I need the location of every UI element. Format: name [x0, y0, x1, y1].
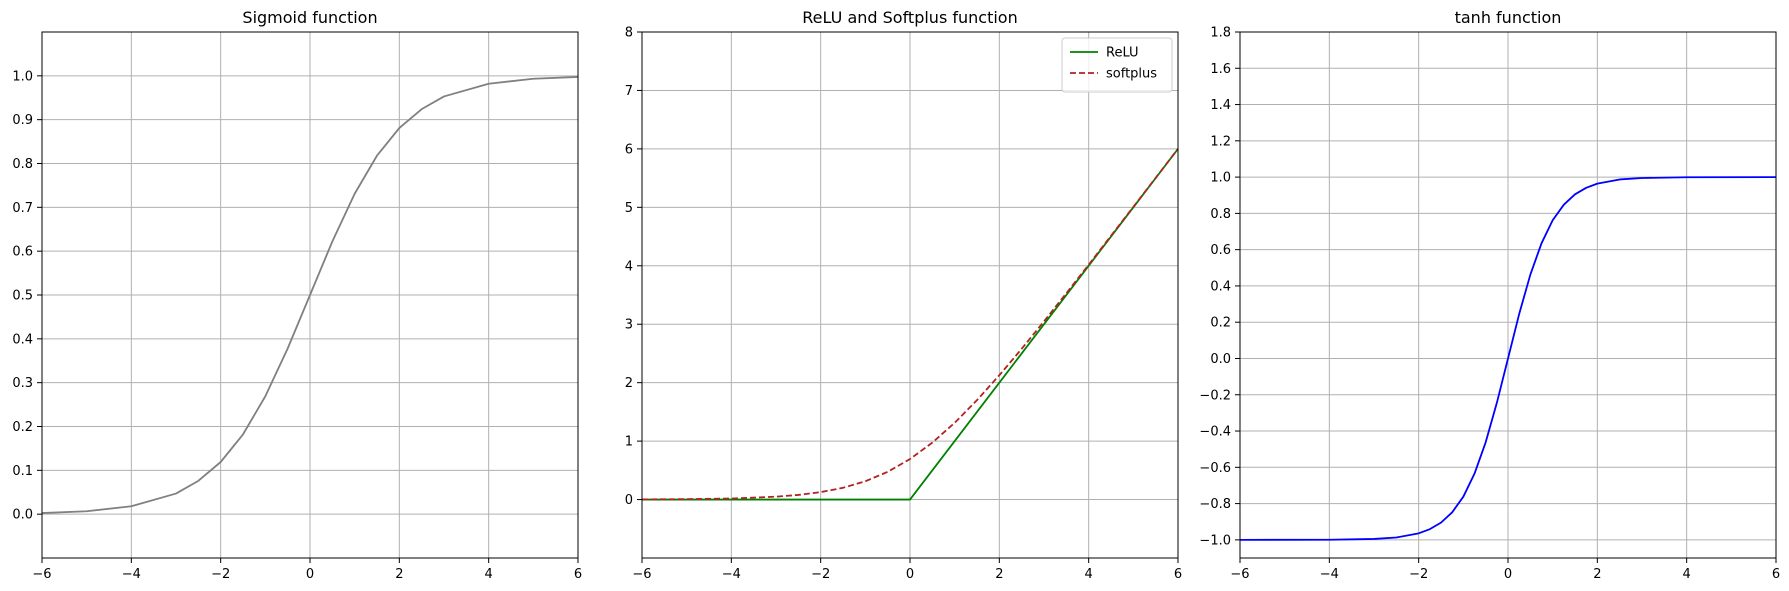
- series-line-relu: [642, 148, 1179, 501]
- y-tick-label: 1.8: [1210, 26, 1231, 41]
- x-tick-label: 4: [485, 567, 493, 582]
- y-tick-label: 1.0: [1210, 171, 1231, 186]
- y-tick-label: 0.4: [12, 332, 33, 347]
- y-tick-label: 0.8: [12, 157, 33, 172]
- y-tick-label: 0.7: [12, 201, 33, 216]
- y-tick-label: −0.8: [1199, 497, 1231, 512]
- y-tick-label: 0.0: [12, 508, 33, 523]
- x-tick-label: −6: [1230, 567, 1249, 582]
- chart-panel-2: −6 −4 −2 0 2 4 6 0 1 2 3 4 5 6 7 8 ReLU and Softplus fun…: [625, 8, 1182, 582]
- legend-label: softplus: [1106, 67, 1157, 82]
- y-tick-label: 0: [625, 493, 633, 508]
- y-tick-label: 1.6: [1210, 62, 1231, 77]
- y-tick-label: 0.3: [12, 376, 33, 391]
- series-line-softplus: [641, 148, 1179, 501]
- y-tick-label: 1.2: [1210, 134, 1231, 149]
- y-tick-label: −1.0: [1199, 533, 1231, 548]
- x-tick-label: 4: [1085, 567, 1093, 582]
- series-line-1-1: [41, 76, 579, 514]
- y-tick-label: 0.8: [1210, 207, 1231, 222]
- x-tick-label: 6: [574, 567, 582, 582]
- x-tick-label: 4: [1683, 567, 1691, 582]
- x-tick-label: −6: [632, 567, 651, 582]
- y-tick-label: 8: [625, 26, 633, 41]
- y-tick-label: 1.0: [12, 69, 33, 84]
- x-tick-label: 2: [1593, 567, 1601, 582]
- chart-title: tanh function: [1455, 8, 1562, 27]
- x-tick-label: 2: [395, 567, 403, 582]
- x-tick-label: −4: [1320, 567, 1339, 582]
- legend-label: ReLU: [1106, 46, 1139, 61]
- y-tick-label: 2: [625, 376, 633, 391]
- y-tick-label: 4: [625, 259, 633, 274]
- y-tick-label: 0.2: [12, 420, 33, 435]
- y-tick-label: 5: [625, 201, 633, 216]
- x-tick-label: −2: [811, 567, 830, 582]
- x-tick-label: 2: [995, 567, 1003, 582]
- x-tick-label: 0: [1504, 567, 1512, 582]
- x-tick-label: 0: [906, 567, 914, 582]
- y-tick-label: 3: [625, 318, 633, 333]
- x-tick-label: −6: [32, 567, 51, 582]
- y-tick-label: −0.4: [1199, 425, 1231, 440]
- y-tick-label: −0.2: [1199, 388, 1231, 403]
- y-tick-label: 0.4: [1210, 279, 1231, 294]
- y-tick-label: 1: [625, 435, 633, 450]
- y-tick-label: 0.2: [1210, 316, 1231, 331]
- x-tick-label: 6: [1174, 567, 1182, 582]
- chart-panel-3: −6 −4 −2 0 2 4 6 −1.0 −0.8 −0.6 −0.4 −0.2 0.0 0.2 0.4 0…: [1199, 8, 1780, 582]
- y-tick-label: 0.6: [1210, 243, 1231, 258]
- x-tick-label: 0: [306, 567, 314, 582]
- y-tick-label: 7: [625, 84, 633, 99]
- x-tick-label: −4: [122, 567, 141, 582]
- series-line-3-1: [1239, 176, 1777, 541]
- y-tick-label: 0.9: [12, 113, 33, 128]
- x-tick-label: 6: [1772, 567, 1780, 582]
- x-tick-label: −2: [211, 567, 230, 582]
- chart-title: Sigmoid function: [242, 8, 377, 27]
- y-tick-label: 1.4: [1210, 98, 1231, 113]
- y-tick-label: 0.6: [12, 245, 33, 260]
- y-tick-label: 0.0: [1210, 352, 1231, 367]
- legend: ReLU softplus: [1061, 37, 1173, 93]
- x-tick-label: −2: [1409, 567, 1428, 582]
- chart-title: ReLU and Softplus function: [802, 8, 1017, 27]
- y-tick-label: 6: [625, 142, 633, 157]
- y-tick-label: 0.5: [12, 289, 33, 304]
- y-tick-label: −0.6: [1199, 461, 1231, 476]
- y-tick-label: 0.1: [12, 464, 33, 479]
- chart-panel-1: −6 −4 −2 0 2 4 6 0.0 0.1 0.2 0.3 0.4 0.5 0.6 0.7 0.8 0.9…: [12, 8, 582, 582]
- x-tick-label: −4: [722, 567, 741, 582]
